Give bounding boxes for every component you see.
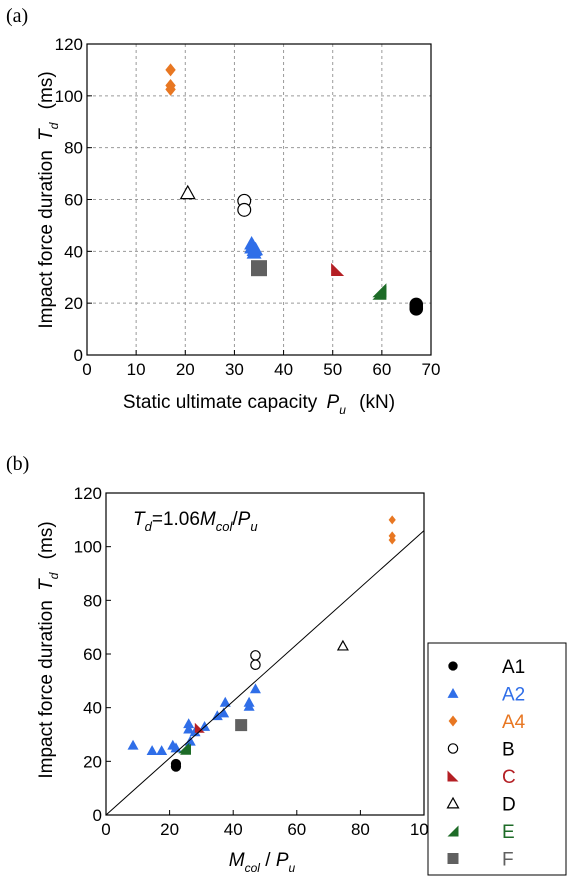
legend-marker-a2	[447, 688, 459, 698]
data-point-a2	[218, 707, 230, 718]
legend-marker-f	[447, 853, 459, 864]
panel-a-ticks: 0 10 20 30 40 50 60 70 0 20 40 60 80 100 120	[55, 35, 441, 379]
x-tick-label: 40	[274, 360, 293, 379]
y-tick-label: 20	[83, 752, 102, 771]
y-tick-label: 40	[83, 699, 102, 718]
legend-marker-b	[447, 743, 459, 754]
x-tick-label: 60	[287, 820, 306, 839]
data-point-a4	[388, 515, 396, 525]
x-tick-label: 60	[372, 360, 391, 379]
y-tick-label: 0	[74, 346, 83, 365]
legend-label-d: D	[502, 795, 516, 816]
x-tick-label: 80	[351, 820, 370, 839]
legend-label-a1: A1	[502, 657, 525, 678]
y-tick-label: 100	[74, 538, 102, 557]
panel-label-b: (b)	[6, 453, 29, 475]
data-point-a2	[243, 696, 255, 707]
panel-a-grid	[87, 44, 431, 355]
x-tick-label: 0	[101, 820, 110, 839]
panel-a-xlabel: Static ultimate capacity Pu (kN)	[123, 392, 395, 419]
data-point-a4	[388, 535, 396, 545]
data-point-f	[251, 260, 267, 277]
panel-a-frame	[86, 43, 432, 356]
data-point-e	[180, 743, 191, 755]
panel-label-a: (a)	[6, 5, 28, 27]
data-point-c	[331, 262, 345, 276]
panel-a-marks	[165, 63, 424, 316]
x-tick-label: 20	[176, 360, 195, 379]
legend-marker-a1	[448, 661, 458, 671]
x-tick-label: 40	[224, 820, 243, 839]
data-point-b	[237, 202, 252, 217]
y-tick-label: 120	[74, 484, 102, 503]
x-tick-label: 50	[323, 360, 342, 379]
legend-marker-c	[447, 770, 459, 782]
data-point-a2	[127, 739, 139, 750]
data-point-b	[250, 659, 261, 671]
legend-frame	[427, 642, 567, 876]
y-tick-label: 100	[55, 87, 83, 106]
legend-label-a2: A2	[502, 685, 525, 706]
x-tick-label: 20	[160, 820, 179, 839]
data-point-a2	[183, 718, 195, 729]
data-point-a1	[170, 761, 182, 772]
data-point-a2	[156, 745, 168, 755]
data-point-e	[372, 285, 387, 300]
legend-label-f: F	[502, 850, 514, 871]
y-tick-label: 40	[64, 242, 83, 261]
y-tick-label: 60	[64, 191, 83, 210]
y-tick-label: 80	[83, 591, 102, 610]
data-point-a2	[183, 723, 195, 734]
data-point-d	[336, 639, 349, 651]
data-point-c	[194, 722, 205, 733]
x-tick-label: 70	[422, 360, 441, 379]
data-point-a2	[146, 745, 158, 755]
data-point-a2	[199, 720, 211, 731]
data-point-b	[250, 650, 261, 661]
x-tick-label: 0	[82, 360, 91, 379]
data-point-a2	[219, 696, 231, 707]
panel-a-ylabel: Impact force duration Td (ms)	[36, 71, 63, 328]
panel-b-xlabel: Mcol / Pu	[229, 850, 296, 875]
fit-equation: Td=1.06Mcol/Pu	[133, 509, 258, 534]
data-point-a2	[184, 735, 196, 746]
legend-label-e: E	[502, 822, 515, 843]
panel-a: (a) 0 10 20 30 40 50 60 70 0 20 40 60 80 100 120 Stati…	[6, 5, 441, 419]
data-point-a2	[249, 683, 261, 694]
data-point-a2	[248, 241, 264, 256]
data-point-a1	[409, 302, 424, 316]
panel-b-marks	[127, 515, 396, 772]
legend-marker-a4	[448, 715, 458, 727]
legend-label-a4: A4	[502, 712, 526, 733]
legend-label-c: C	[502, 767, 516, 788]
fit-line	[105, 530, 425, 816]
legend-label-b: B	[502, 740, 515, 761]
y-tick-label: 120	[55, 35, 83, 54]
y-tick-label: 60	[83, 645, 102, 664]
x-tick-label: 10	[127, 360, 146, 379]
legend-marker-d	[446, 796, 460, 809]
y-tick-label: 0	[93, 806, 102, 825]
data-point-a4	[165, 63, 176, 77]
panel-b-ylabel: Impact force duration Td (ms)	[36, 521, 63, 778]
y-tick-label: 20	[64, 294, 83, 313]
legend-marker-e	[447, 825, 459, 837]
panel-b-frame	[105, 492, 425, 816]
data-point-f	[235, 719, 248, 732]
data-point-d	[179, 184, 196, 200]
x-tick-label: 30	[225, 360, 244, 379]
data-point-a4	[165, 82, 176, 96]
y-tick-label: 80	[64, 139, 83, 158]
